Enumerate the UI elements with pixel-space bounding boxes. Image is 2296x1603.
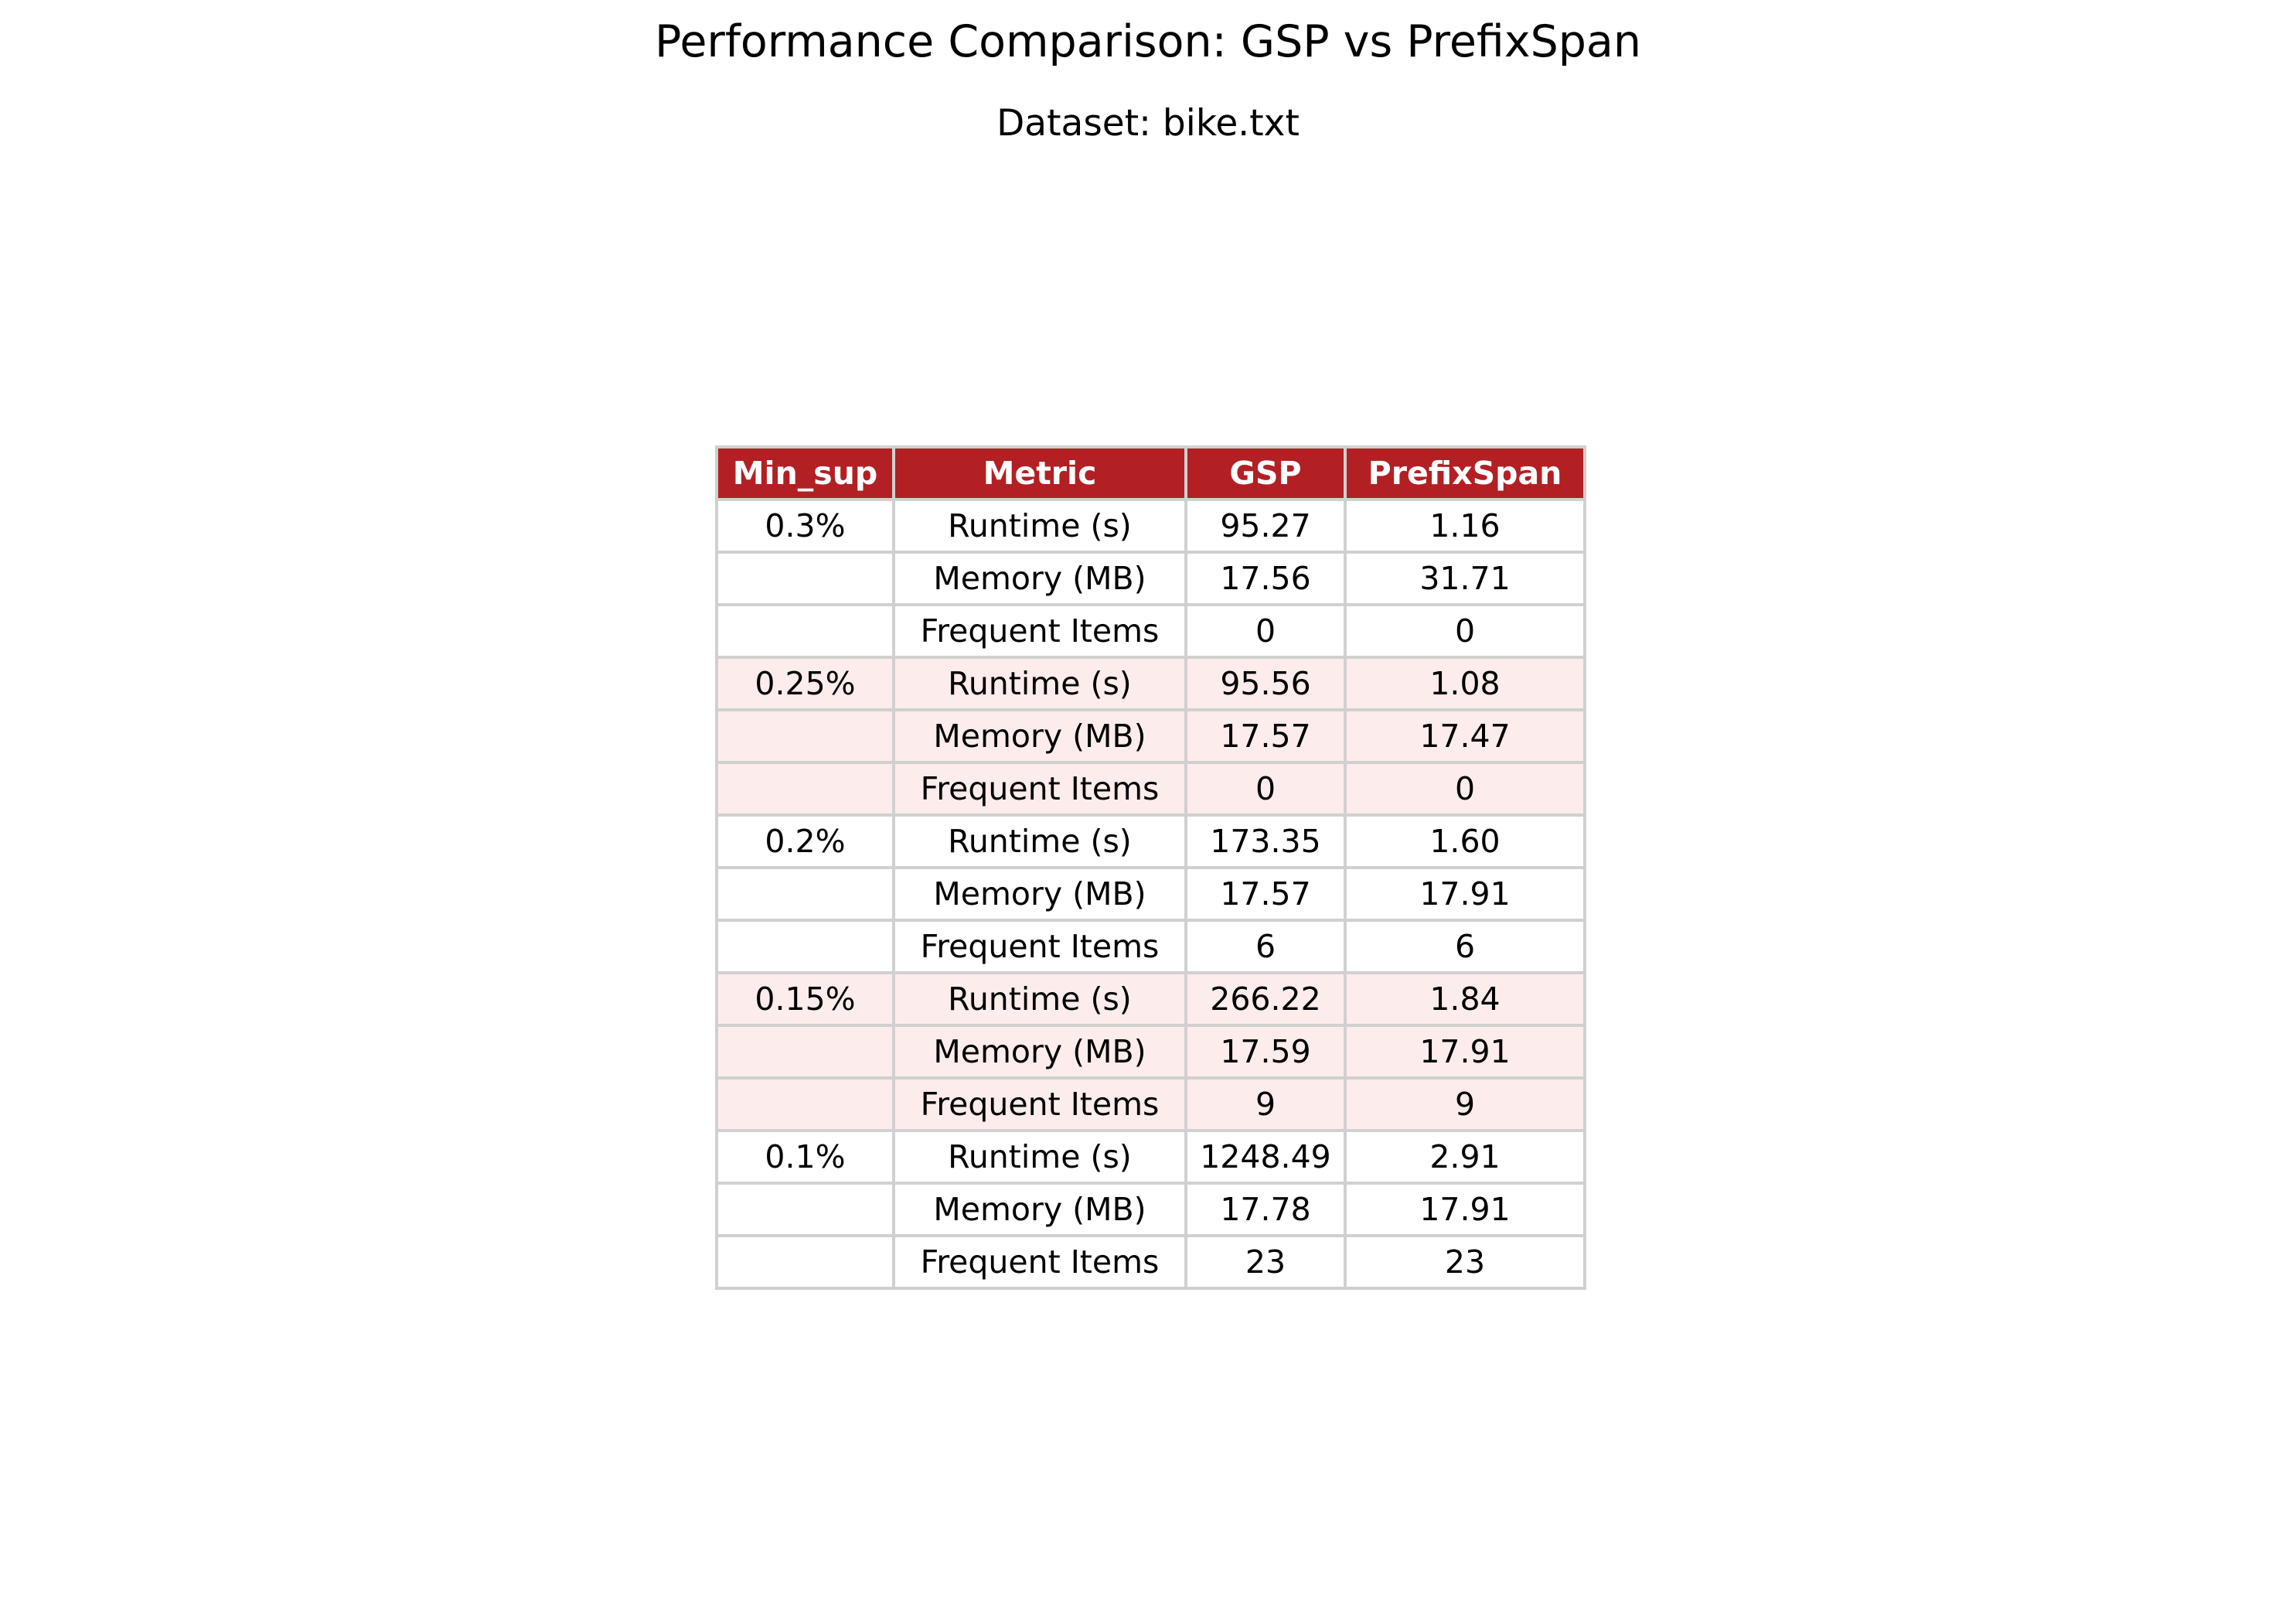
chart-title: Performance Comparison: GSP vs PrefixSpa… [655, 16, 1641, 67]
cell-metric: Memory (MB) [892, 708, 1187, 764]
table-row: Memory (MB) 17.59 17.91 [715, 1024, 1586, 1079]
cell-metric: Runtime (s) [892, 656, 1187, 711]
cell-min-sup: 0.25% [715, 656, 895, 711]
cell-prefixspan: 17.91 [1344, 866, 1586, 922]
header-min-sup: Min_sup [715, 445, 895, 501]
table-header-row: Min_sup Metric GSP PrefixSpan [715, 445, 1586, 501]
chart-subtitle: Dataset: bike.txt [996, 102, 1300, 145]
cell-metric: Frequent Items [892, 1234, 1187, 1290]
comparison-table: Min_sup Metric GSP PrefixSpan 0.3% Runtim… [715, 445, 1586, 1290]
header-metric: Metric [892, 445, 1187, 501]
header-prefixspan: PrefixSpan [1344, 445, 1586, 501]
table-row: Frequent Items 0 0 [715, 603, 1586, 659]
cell-prefixspan: 23 [1344, 1234, 1586, 1290]
cell-metric: Runtime (s) [892, 971, 1187, 1027]
cell-prefixspan: 1.60 [1344, 813, 1586, 869]
cell-prefixspan: 9 [1344, 1076, 1586, 1132]
table-row: Frequent Items 6 6 [715, 919, 1586, 974]
cell-min-sup [715, 919, 895, 974]
cell-gsp: 1248.49 [1184, 1129, 1347, 1185]
cell-gsp: 6 [1184, 919, 1347, 974]
cell-min-sup [715, 1024, 895, 1079]
cell-min-sup [715, 603, 895, 659]
table-row: Frequent Items 23 23 [715, 1234, 1586, 1290]
table-body: 0.3% Runtime (s) 95.27 1.16 Memory (MB) 17.56… [715, 498, 1586, 1290]
cell-prefixspan: 17.91 [1344, 1024, 1586, 1079]
cell-gsp: 17.78 [1184, 1182, 1347, 1237]
cell-metric: Memory (MB) [892, 866, 1187, 922]
cell-gsp: 95.27 [1184, 498, 1347, 554]
table-row: Frequent Items 0 0 [715, 761, 1586, 817]
table-row: 0.1% Runtime (s) 1248.49 2.91 [715, 1129, 1586, 1185]
cell-min-sup [715, 1182, 895, 1237]
cell-gsp: 17.57 [1184, 866, 1347, 922]
cell-prefixspan: 17.91 [1344, 1182, 1586, 1237]
cell-gsp: 266.22 [1184, 971, 1347, 1027]
cell-metric: Frequent Items [892, 603, 1187, 659]
cell-prefixspan: 0 [1344, 603, 1586, 659]
cell-min-sup [715, 761, 895, 817]
cell-min-sup: 0.1% [715, 1129, 895, 1185]
cell-gsp: 17.56 [1184, 551, 1347, 606]
cell-metric: Frequent Items [892, 1076, 1187, 1132]
cell-min-sup [715, 708, 895, 764]
cell-min-sup [715, 551, 895, 606]
cell-gsp: 0 [1184, 603, 1347, 659]
cell-prefixspan: 1.84 [1344, 971, 1586, 1027]
cell-gsp: 173.35 [1184, 813, 1347, 869]
cell-prefixspan: 1.08 [1344, 656, 1586, 711]
cell-gsp: 17.57 [1184, 708, 1347, 764]
cell-metric: Runtime (s) [892, 498, 1187, 554]
table-row: 0.3% Runtime (s) 95.27 1.16 [715, 498, 1586, 554]
cell-prefixspan: 31.71 [1344, 551, 1586, 606]
table-row: Memory (MB) 17.78 17.91 [715, 1182, 1586, 1237]
cell-gsp: 23 [1184, 1234, 1347, 1290]
cell-prefixspan: 6 [1344, 919, 1586, 974]
cell-metric: Memory (MB) [892, 1024, 1187, 1079]
cell-metric: Runtime (s) [892, 1129, 1187, 1185]
cell-min-sup [715, 866, 895, 922]
table-row: 0.25% Runtime (s) 95.56 1.08 [715, 656, 1586, 711]
cell-gsp: 9 [1184, 1076, 1347, 1132]
table-row: Memory (MB) 17.56 31.71 [715, 551, 1586, 606]
cell-prefixspan: 17.47 [1344, 708, 1586, 764]
cell-gsp: 0 [1184, 761, 1347, 817]
cell-gsp: 17.59 [1184, 1024, 1347, 1079]
cell-min-sup: 0.2% [715, 813, 895, 869]
table-row: Memory (MB) 17.57 17.47 [715, 708, 1586, 764]
cell-prefixspan: 0 [1344, 761, 1586, 817]
cell-min-sup [715, 1234, 895, 1290]
table-row: Memory (MB) 17.57 17.91 [715, 866, 1586, 922]
cell-metric: Runtime (s) [892, 813, 1187, 869]
table-row: Frequent Items 9 9 [715, 1076, 1586, 1132]
cell-metric: Frequent Items [892, 761, 1187, 817]
cell-prefixspan: 1.16 [1344, 498, 1586, 554]
cell-gsp: 95.56 [1184, 656, 1347, 711]
cell-min-sup: 0.15% [715, 971, 895, 1027]
cell-metric: Memory (MB) [892, 551, 1187, 606]
table-row: 0.2% Runtime (s) 173.35 1.60 [715, 813, 1586, 869]
cell-metric: Frequent Items [892, 919, 1187, 974]
cell-metric: Memory (MB) [892, 1182, 1187, 1237]
table-row: 0.15% Runtime (s) 266.22 1.84 [715, 971, 1586, 1027]
cell-min-sup: 0.3% [715, 498, 895, 554]
header-gsp: GSP [1184, 445, 1347, 501]
cell-prefixspan: 2.91 [1344, 1129, 1586, 1185]
cell-min-sup [715, 1076, 895, 1132]
